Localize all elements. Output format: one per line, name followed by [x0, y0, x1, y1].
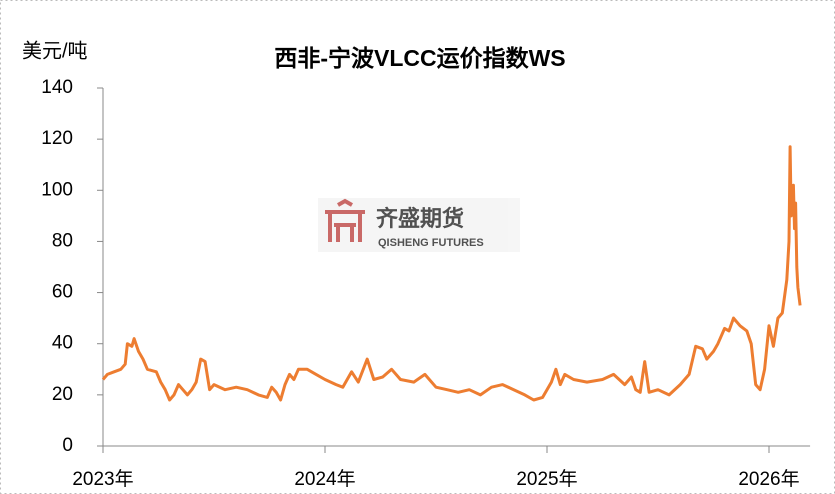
- x-tick-label: 2024年: [294, 468, 355, 490]
- watermark: 齐盛期货 QISHENG FUTURES: [318, 198, 520, 252]
- y-tick-label: 0: [62, 435, 73, 456]
- y-tick-label: 40: [52, 333, 73, 354]
- x-tick-label: 2026年: [738, 468, 799, 490]
- y-tick-label: 120: [41, 128, 73, 149]
- y-tick-label: 80: [52, 230, 73, 251]
- x-tick-label: 2025年: [516, 468, 577, 490]
- x-tick-label: 2023年: [72, 468, 133, 490]
- chart-title: 西非-宁波VLCC运价指数WS: [274, 45, 565, 71]
- watermark-name: 齐盛期货: [376, 206, 464, 231]
- y-tick-label: 60: [52, 282, 73, 303]
- line: [101, 145, 802, 402]
- watermark-subtitle: QISHENG FUTURES: [378, 237, 484, 249]
- y-tick-label: 20: [52, 384, 73, 405]
- y-axis-label: 美元/吨: [22, 39, 88, 62]
- y-tick-label: 140: [41, 77, 73, 98]
- y-tick-label: 100: [41, 179, 73, 200]
- watermark-logo: [325, 198, 365, 242]
